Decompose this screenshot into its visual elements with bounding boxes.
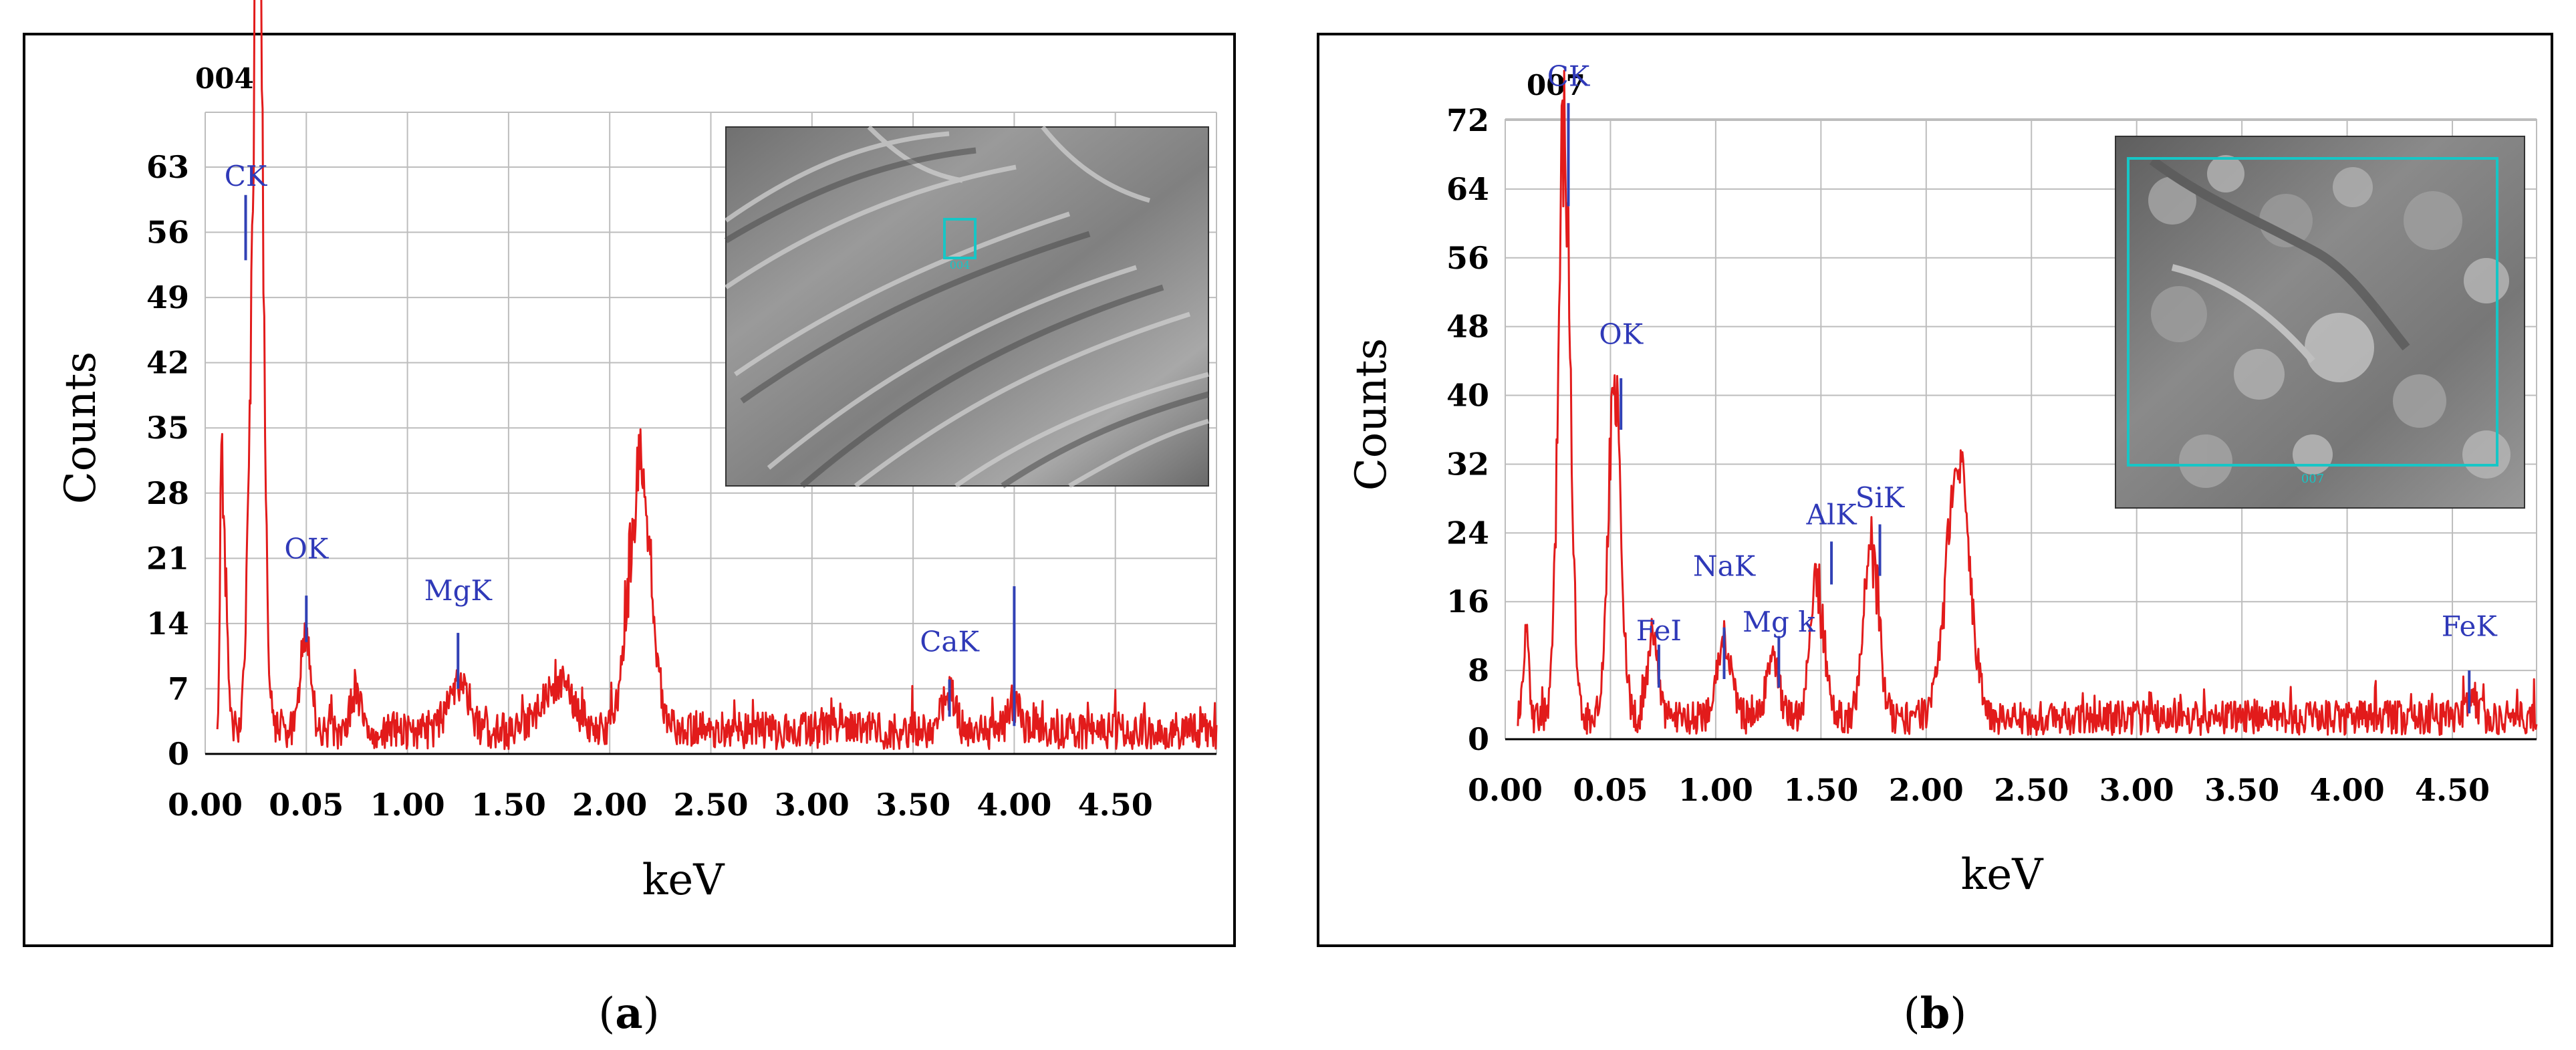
panel-a-peak-labels: CK OK MgK CaK [225,160,981,658]
panel-a-x-tick-label: 0.00 [168,787,243,823]
panel-a-x-tick-label: 2.00 [572,787,647,823]
panel-a-y-tick-label: 56 [146,215,189,251]
panel-b-x-tick-label: 1.50 [1783,772,1858,808]
panel-a-peak-label-ck: CK [225,160,268,192]
panel-b-x-tick-labels: 0.00 0.05 1.00 1.50 2.00 2.50 3.00 3.50 4.00 4.50 [1468,772,2490,808]
panel-a-sem-image [725,126,1209,487]
panel-b-y-tick-label: 0 [1468,721,1489,757]
panel-b-x-tick-label: 3.00 [2099,772,2174,808]
panel-b-peak-label-ck: CK [1547,60,1591,93]
caption-b-close: ) [1950,989,1966,1039]
panel-a-peak-label-cak: CaK [920,626,980,658]
panel-a-peak-label-mgk: MgK [424,574,493,607]
panel-b-y-axis-title: Counts [1347,338,1396,491]
panel-a-y-tick-label: 49 [146,279,189,315]
panel-a-y-tick-label: 63 [146,149,189,185]
panel-a-y-tick-label: 35 [146,410,189,446]
panel-a-spectrum-label: 004 [195,62,254,95]
panel-a-y-tick-label: 21 [146,540,189,576]
panel-a-y-tick-label: 42 [146,345,189,381]
panel-a-y-tick-labels: 0 7 14 21 28 35 42 49 56 63 [146,149,189,772]
panel-b-y-tick-label: 56 [1446,240,1489,276]
caption-b: (b) [1904,989,1967,1039]
panel-a-x-tick-label: 2.50 [673,787,748,823]
panel-a: 004 0 7 14 21 28 35 42 49 56 63 0.00 0.05 1.00 1.50 2… [23,0,1236,947]
panel-b-spectrum-label: 007 [1527,69,1585,102]
panel-b-peak-markers [1567,103,2471,714]
caption-a-close: ) [643,989,660,1039]
panel-a-y-tick-label: 28 [146,475,189,511]
panel-b-x-tick-label: 4.50 [2415,772,2490,808]
panel-b-selection-box [2127,157,2498,467]
panel-a-peak-markers [244,194,1016,727]
panel-b-x-tick-label: 4.00 [2310,772,2385,808]
panel-b-y-tick-label: 16 [1446,583,1489,620]
panel-a-x-tick-label: 0.05 [269,787,344,823]
panel-b-y-tick-label: 8 [1468,652,1489,688]
panel-a-x-tick-label: 1.50 [471,787,546,823]
panel-a-y-axis-title: Counts [56,352,106,505]
caption-a-open: ( [598,989,615,1039]
panel-a-sem-inset: 004 [724,125,1210,489]
panel-b-x-tick-label: 2.50 [1994,772,2069,808]
panel-a-selection-box-label: 004 [950,259,971,271]
panel-a-x-tick-label: 4.00 [977,787,1051,823]
panel-a-x-tick-label: 1.00 [370,787,445,823]
panel-b-x-tick-label: 1.00 [1678,772,1753,808]
panel-b-peak-label-sik: SiK [1855,481,1906,514]
panel-b-y-tick-label: 48 [1446,309,1489,345]
panel-b-y-tick-label: 32 [1446,446,1489,482]
panel-b-y-tick-label: 72 [1446,102,1489,138]
panel-b: 007 0 8 16 24 32 40 48 56 64 72 0.00 0.05 1.00 1.50 2… [1317,33,2553,947]
panel-b-peak-label-fek: FeK [2442,610,2498,643]
panel-a-y-tick-label: 14 [146,606,189,642]
panel-b-spectrum-line [1517,70,2538,736]
panel-b-y-tick-label: 64 [1446,171,1489,207]
caption-a: (a) [598,989,659,1039]
panel-b-peak-label-alk: AlK [1806,498,1858,531]
panel-b-x-tick-label: 2.00 [1889,772,1964,808]
caption-a-letter: a [615,989,642,1039]
panel-a-x-tick-label: 3.50 [876,787,950,823]
panel-b-y-tick-label: 40 [1446,378,1489,414]
panel-b-y-tick-label: 24 [1446,515,1489,551]
panel-b-peak-label-ok: OK [1599,317,1644,350]
panel-b-y-tick-labels: 0 8 16 24 32 40 48 56 64 72 [1446,102,1489,757]
panel-a-x-tick-labels: 0.00 0.05 1.00 1.50 2.00 2.50 3.00 3.50 4.00 4.50 [168,787,1153,823]
caption-b-letter: b [1920,989,1950,1039]
panel-b-border [1317,33,2553,947]
panel-b-peak-label-fei: FeI [1636,614,1682,647]
panel-a-x-axis-title: keV [642,856,726,905]
panel-b-x-tick-label: 0.05 [1573,772,1648,808]
panel-b-x-tick-label: 0.00 [1468,772,1543,808]
panel-b-peak-label-nak: NaK [1693,550,1757,583]
panel-a-selection-box [943,218,977,259]
panel-a-border [23,33,1236,947]
panel-b-x-tick-label: 3.50 [2204,772,2279,808]
panel-b-peak-label-mg-k: Mg k [1743,606,1815,638]
panel-b-selection-box-label: 007 [2301,472,2324,486]
panel-b-x-axis-title: keV [1961,850,2045,900]
panel-a-x-tick-label: 4.50 [1078,787,1153,823]
panel-a-spectrum-line [216,0,1218,751]
panel-b-sem-inset: 007 [2115,136,2525,509]
caption-b-open: ( [1904,989,1920,1039]
panel-a-y-tick-label: 0 [168,736,189,772]
panel-a-y-tick-label: 7 [168,670,189,706]
panel-a-x-tick-label: 3.00 [775,787,850,823]
panel-a-peak-label-ok: OK [284,532,329,565]
panel-a-sem-shadows [724,147,1210,489]
